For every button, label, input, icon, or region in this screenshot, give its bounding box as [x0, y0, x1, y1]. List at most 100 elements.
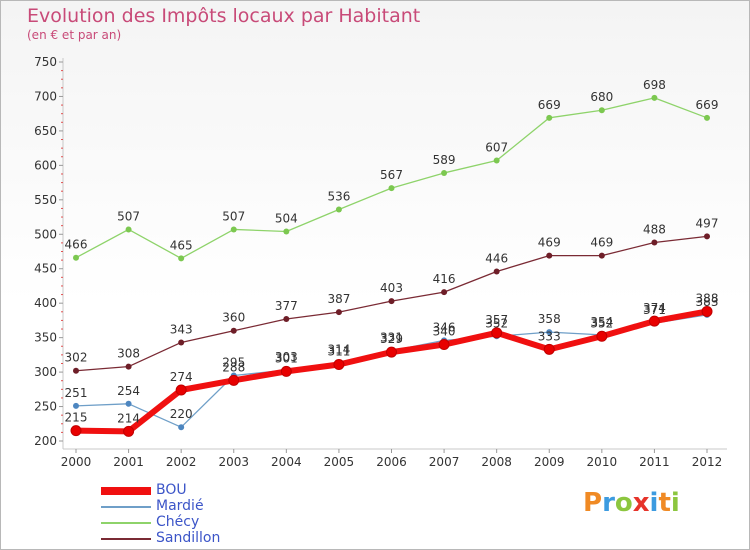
data-point-bou-2003 — [228, 374, 240, 386]
y-tick-label-250: 250 — [34, 400, 57, 414]
data-label-checy-2001: 507 — [117, 209, 140, 223]
chart-subtitle: (en € et par an) — [27, 28, 122, 42]
data-point-bou-2008 — [491, 327, 503, 339]
data-label-mardie-2006: 331 — [380, 331, 403, 345]
data-point-mardie-2000 — [73, 402, 79, 409]
logo-letter: o — [614, 488, 633, 518]
legend-item-bou: BOU — [101, 482, 301, 499]
logo-letter: t — [658, 488, 671, 518]
data-point-bou-2002 — [175, 384, 187, 396]
data-point-sandillon-2001 — [125, 363, 132, 370]
y-tick-label-350: 350 — [34, 331, 57, 345]
data-label-checy-2008: 607 — [485, 141, 508, 155]
data-label-bou-2011: 374 — [643, 301, 666, 315]
data-point-sandillon-2011 — [651, 239, 658, 246]
legend: BOU Mardié Chécy Sandillon — [101, 482, 301, 547]
x-tick-label-2011: 2011 — [639, 455, 670, 469]
data-point-checy-2000 — [73, 254, 79, 261]
data-label-bou-2009: 333 — [538, 329, 561, 343]
data-label-sandillon-2010: 469 — [590, 236, 613, 250]
legend-item-sandillon: Sandillon — [101, 530, 301, 547]
data-point-checy-2010 — [598, 107, 605, 114]
data-label-checy-2007: 589 — [433, 153, 456, 167]
data-label-checy-2004: 504 — [275, 212, 298, 226]
data-label-mardie-2009: 358 — [538, 312, 561, 326]
logo-letter: i — [670, 488, 680, 518]
data-point-checy-2005 — [335, 206, 342, 213]
data-point-mardie-2002 — [178, 424, 185, 431]
data-label-bou-2005: 311 — [327, 345, 350, 359]
legend-swatch-sandillon — [101, 538, 151, 540]
y-tick-label-650: 650 — [34, 124, 57, 138]
proxiti-logo: Proxiti — [583, 488, 680, 518]
x-tick-label-2004: 2004 — [271, 455, 302, 469]
data-point-bou-2005 — [333, 359, 345, 371]
data-point-bou-2000 — [70, 425, 82, 437]
x-tick-label-2001: 2001 — [113, 455, 144, 469]
data-point-checy-2011 — [651, 94, 658, 101]
logo-letter: x — [632, 488, 650, 518]
data-point-mardie-2009 — [546, 329, 553, 336]
data-point-checy-2007 — [441, 169, 448, 176]
data-label-bou-2012: 388 — [696, 291, 719, 305]
y-tick-label-300: 300 — [34, 365, 57, 379]
data-point-checy-2012 — [704, 114, 710, 121]
data-label-mardie-2003: 295 — [222, 356, 245, 370]
data-label-sandillon-2007: 416 — [433, 272, 456, 286]
data-label-mardie-2004: 303 — [275, 350, 298, 364]
legend-swatch-mardie — [101, 506, 151, 508]
data-label-sandillon-2003: 360 — [222, 311, 245, 325]
x-tick-label-2007: 2007 — [429, 455, 460, 469]
data-point-sandillon-2008 — [493, 268, 500, 275]
data-point-checy-2009 — [546, 114, 553, 121]
legend-label-sandillon: Sandillon — [156, 530, 221, 546]
data-label-mardie-2010: 354 — [590, 315, 613, 329]
data-point-sandillon-2007 — [441, 289, 448, 296]
data-point-mardie-2001 — [125, 400, 132, 407]
legend-item-checy: Chécy — [101, 514, 301, 531]
data-label-mardie-2007: 346 — [433, 320, 456, 334]
data-label-checy-2003: 507 — [222, 209, 245, 223]
data-point-sandillon-2005 — [335, 309, 342, 316]
data-label-bou-2004: 301 — [275, 351, 298, 365]
y-tick-label-200: 200 — [34, 434, 57, 448]
data-label-bou-2008: 357 — [485, 313, 508, 327]
data-point-bou-2006 — [386, 346, 397, 358]
x-tick-label-2003: 2003 — [218, 455, 249, 469]
data-label-checy-2006: 567 — [380, 168, 403, 182]
data-label-mardie-2011: 371 — [643, 303, 666, 317]
x-tick-label-2009: 2009 — [534, 455, 565, 469]
data-label-sandillon-2011: 488 — [643, 223, 666, 237]
data-label-sandillon-2001: 308 — [117, 347, 140, 361]
data-label-sandillon-2002: 343 — [170, 322, 193, 336]
logo-letter: r — [602, 488, 615, 518]
legend-item-mardie: Mardié — [101, 498, 301, 515]
x-tick-label-2010: 2010 — [587, 455, 618, 469]
y-tick-label-450: 450 — [34, 262, 57, 276]
data-label-sandillon-2006: 403 — [380, 281, 403, 295]
data-label-bou-2007: 340 — [433, 325, 456, 339]
data-point-bou-2010 — [596, 330, 608, 342]
x-tick-label-2012: 2012 — [692, 455, 723, 469]
chart-title: Evolution des Impôts locaux par Habitant — [27, 5, 421, 27]
data-label-bou-2006: 329 — [380, 332, 403, 346]
data-label-mardie-2001: 254 — [117, 384, 140, 398]
data-label-mardie-2002: 220 — [170, 407, 193, 421]
legend-swatch-checy — [101, 522, 151, 524]
data-point-checy-2003 — [230, 226, 237, 233]
x-tick-label-2008: 2008 — [481, 455, 512, 469]
y-tick-label-750: 750 — [34, 55, 57, 69]
data-label-checy-2011: 698 — [643, 78, 666, 92]
y-tick-label-400: 400 — [34, 296, 57, 310]
data-label-bou-2000: 215 — [65, 411, 88, 425]
data-point-sandillon-2003 — [230, 327, 237, 334]
data-label-mardie-2012: 383 — [696, 295, 719, 309]
data-point-sandillon-2000 — [73, 367, 79, 374]
data-point-sandillon-2004 — [283, 316, 290, 323]
data-point-checy-2006 — [388, 185, 395, 192]
data-label-checy-2005: 536 — [327, 189, 350, 203]
data-label-mardie-2000: 251 — [65, 386, 88, 400]
legend-label-mardie: Mardié — [156, 498, 204, 514]
data-label-bou-2002: 274 — [170, 370, 193, 384]
